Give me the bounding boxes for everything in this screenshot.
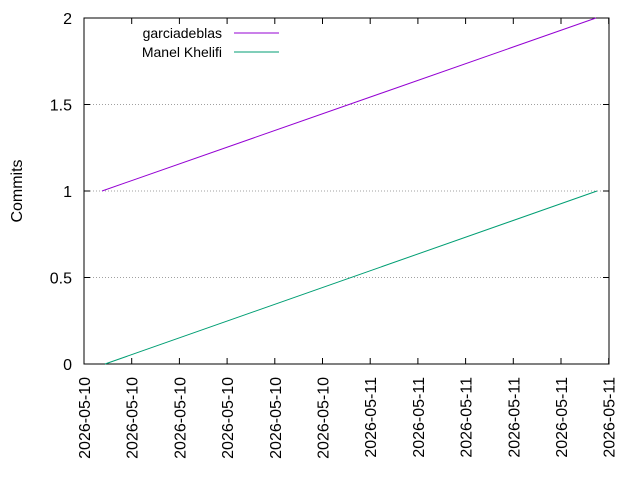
y-tick-label: 2 <box>63 11 72 28</box>
x-tick-label: 2026-05-10 <box>316 377 333 459</box>
x-tick-label: 2026-05-11 <box>411 377 428 458</box>
series-line <box>104 190 598 365</box>
y-tick-label: 0 <box>63 357 72 374</box>
x-axis-ticks: 2026-05-10 2026-05-10 2026-05-10 2026-05-10… <box>77 18 619 459</box>
series-lines <box>101 17 598 365</box>
x-tick-label: 2026-05-11 <box>506 377 523 458</box>
y-axis-label: Commits <box>9 159 26 222</box>
y-tick-label: 1.5 <box>50 98 72 115</box>
legend-label: garciadeblas <box>143 25 222 41</box>
x-tick-label: 2026-05-11 <box>363 377 380 458</box>
y-tick-label: 0.5 <box>50 271 72 288</box>
x-tick-label: 2026-05-10 <box>220 377 237 459</box>
x-tick-label: 2026-05-11 <box>602 377 619 458</box>
y-axis-ticks: 0 0.5 1 1.5 2 <box>50 11 609 374</box>
grid-lines <box>84 104 609 278</box>
x-tick-label: 2026-05-11 <box>554 377 571 458</box>
x-tick-label: 2026-05-10 <box>268 377 285 459</box>
series-line <box>101 17 597 192</box>
y-tick-label: 1 <box>63 184 72 201</box>
x-tick-label: 2026-05-10 <box>125 377 142 459</box>
x-tick-label: 2026-05-11 <box>459 377 476 458</box>
x-tick-label: 2026-05-10 <box>77 377 94 459</box>
legend: garciadeblas Manel Khelifi <box>142 25 279 60</box>
x-tick-label: 2026-05-10 <box>172 377 189 459</box>
legend-label: Manel Khelifi <box>142 44 222 60</box>
